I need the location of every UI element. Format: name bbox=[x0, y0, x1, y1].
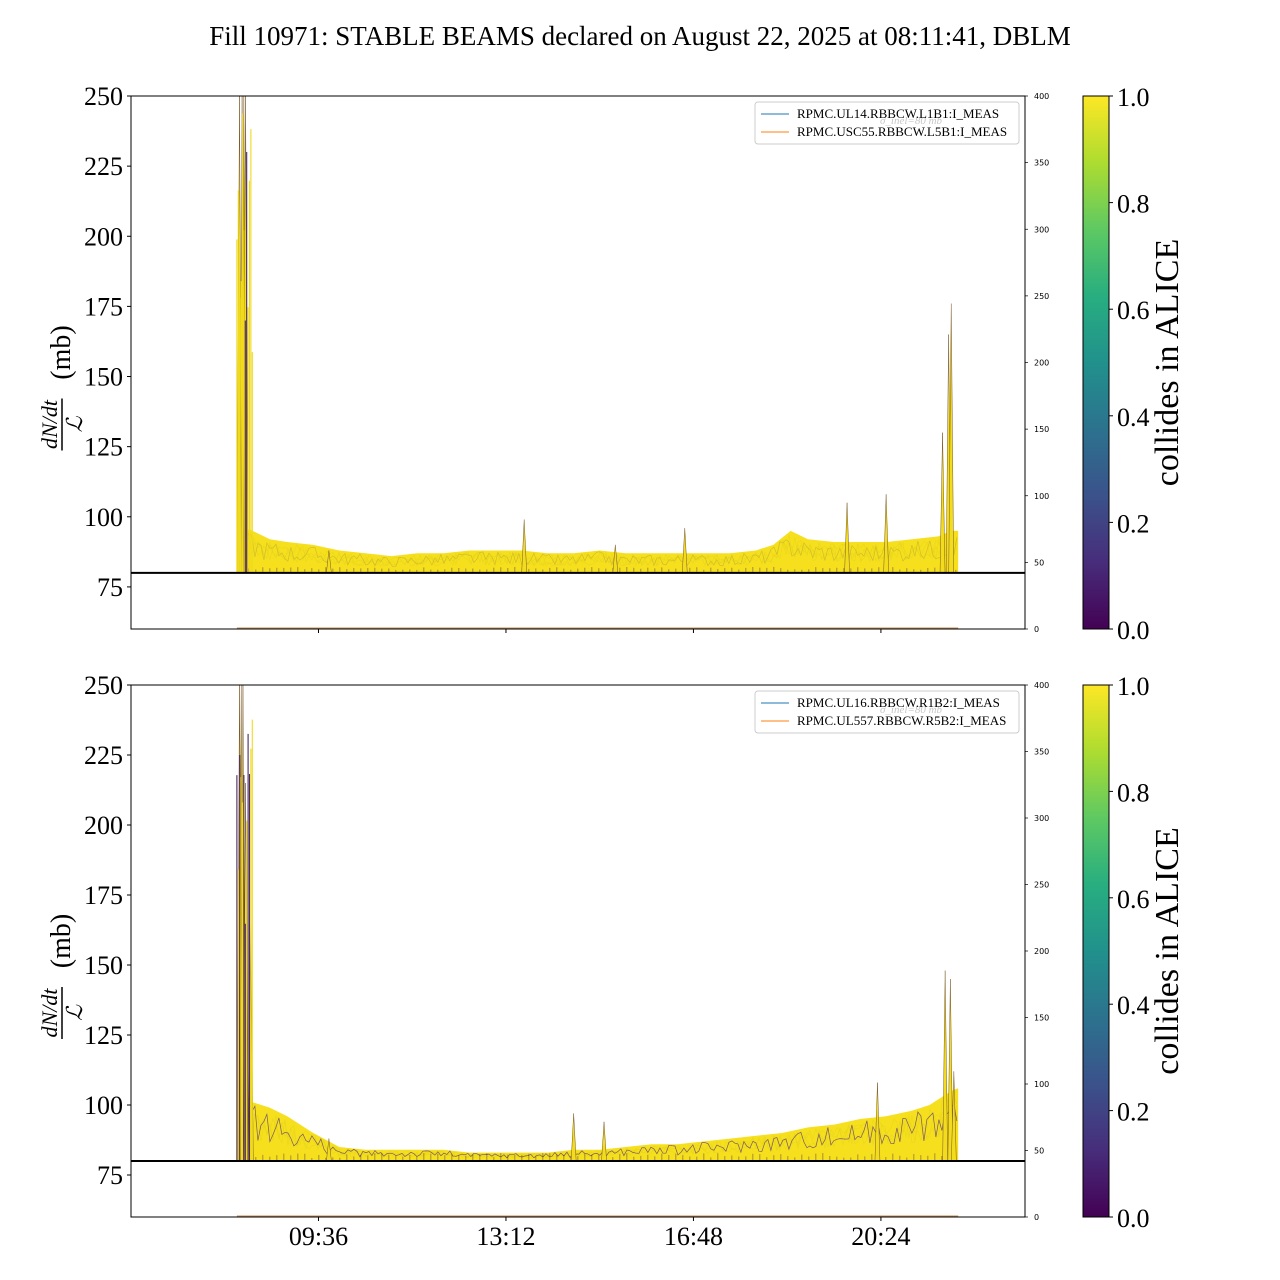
data-trace bbox=[236, 1097, 958, 1159]
y-tick-label: 225 bbox=[84, 741, 123, 770]
colorbar-tick-label: 1.0 bbox=[1117, 672, 1150, 701]
plot-area bbox=[236, 96, 959, 629]
colorbar-label: collides in ALICE bbox=[1149, 239, 1186, 486]
colorbar-tick-label: 0.0 bbox=[1117, 1204, 1150, 1233]
data-spike bbox=[942, 970, 948, 1162]
reference-label: σ_inel=80 mb bbox=[880, 115, 943, 127]
y-tick-label: 175 bbox=[84, 881, 123, 910]
y-label-denominator: ℒ bbox=[62, 1004, 87, 1021]
y-axis-label: dN/dt ℒ (mb) bbox=[37, 914, 87, 1039]
x-tick-label: 13:12 bbox=[476, 1222, 535, 1251]
y-tick-label: 100 bbox=[84, 503, 123, 532]
y-label-numerator: dN/dt bbox=[37, 399, 62, 449]
y-tick-label: 150 bbox=[84, 363, 123, 392]
colorbar-tick-label: 0.2 bbox=[1117, 1098, 1150, 1127]
y-right-tick-label: 50 bbox=[1034, 1147, 1044, 1156]
colorbar-label-group: collides in ALICE bbox=[1149, 239, 1186, 486]
y-label-numerator: dN/dt bbox=[37, 988, 62, 1038]
legend-box bbox=[754, 101, 1020, 145]
data-spike bbox=[939, 432, 946, 574]
top-panel: 75 100 125 150 175 200 225 250 0 50 100 150 200 250 30… bbox=[37, 82, 1186, 645]
data-envelope bbox=[236, 1071, 959, 1161]
data-spike bbox=[844, 502, 850, 574]
legend-box bbox=[754, 690, 1020, 734]
colorbar-label-group: collides in ALICE bbox=[1149, 827, 1186, 1074]
data-trace bbox=[236, 1092, 958, 1159]
y-axis-label: dN/dt ℒ (mb) bbox=[37, 325, 87, 451]
y-tick-label: 125 bbox=[84, 1021, 123, 1050]
colorbar-tick-label: 0.4 bbox=[1117, 991, 1150, 1020]
y-tick-label: 75 bbox=[97, 573, 123, 602]
colorbar-tick-label: 0.2 bbox=[1117, 509, 1150, 538]
y-right-tick-label: 350 bbox=[1034, 159, 1049, 168]
data-trace bbox=[236, 533, 958, 567]
data-trace bbox=[236, 533, 958, 567]
y-right-tick-label: 150 bbox=[1034, 1014, 1049, 1023]
y-right-tick-label: 350 bbox=[1034, 748, 1049, 757]
colorbar bbox=[1082, 684, 1110, 1218]
colorbar-tick-label: 0.8 bbox=[1117, 190, 1150, 219]
bottom-panel: 75 100 125 150 175 200 225 250 0 50 100 150 200 250 30… bbox=[37, 671, 1186, 1251]
x-tick-label: 09:36 bbox=[289, 1222, 348, 1251]
data-trace bbox=[236, 535, 958, 568]
data-spike bbox=[521, 519, 527, 574]
reference-label: σ_inel=80 mb bbox=[880, 704, 943, 716]
data-spike bbox=[883, 494, 889, 574]
plot-area bbox=[236, 685, 959, 1217]
figure-title: Fill 10971: STABLE BEAMS declared on Aug… bbox=[209, 21, 1071, 51]
y-right-tick-label: 250 bbox=[1034, 881, 1049, 890]
legend-entry: RPMC.UL557.RBBCW.R5B2:I_MEAS bbox=[797, 713, 1006, 728]
colorbar-tick-label: 0.0 bbox=[1117, 616, 1150, 645]
y-tick-label: 100 bbox=[84, 1091, 123, 1120]
y-right-tick-label: 300 bbox=[1034, 814, 1049, 823]
data-trace bbox=[236, 532, 958, 568]
y-right-tick-label: 100 bbox=[1034, 492, 1049, 501]
y-tick-label: 150 bbox=[84, 951, 123, 980]
legend-entry: RPMC.USC55.RBBCW.L5B1:I_MEAS bbox=[797, 124, 1007, 139]
colorbar bbox=[1082, 95, 1110, 630]
x-tick-label: 20:24 bbox=[851, 1222, 910, 1251]
y-right-tick-label: 200 bbox=[1034, 947, 1049, 956]
colorbar-tick-label: 1.0 bbox=[1117, 83, 1150, 112]
data-envelope bbox=[236, 528, 959, 573]
x-tick-label: 16:48 bbox=[664, 1222, 723, 1251]
y-right-tick-label: 0 bbox=[1034, 625, 1039, 634]
colorbar-label: collides in ALICE bbox=[1149, 827, 1186, 1074]
y-tick-label: 200 bbox=[84, 222, 123, 251]
data-trace bbox=[236, 1093, 958, 1159]
y-right-tick-label: 50 bbox=[1034, 558, 1044, 567]
y-right-tick-label: 250 bbox=[1034, 292, 1049, 301]
y-tick-label: 250 bbox=[84, 671, 123, 700]
data-spike bbox=[570, 1113, 577, 1162]
legend-entry: RPMC.UL16.RBBCW.R1B2:I_MEAS bbox=[797, 695, 1000, 710]
data-spike bbox=[681, 527, 688, 574]
legend-entry: RPMC.UL14.RBBCW.L1B1:I_MEAS bbox=[797, 106, 999, 121]
y-label-denominator: ℒ bbox=[62, 415, 87, 432]
y-right-tick-label: 400 bbox=[1034, 681, 1049, 690]
y-tick-label: 75 bbox=[97, 1161, 123, 1190]
y-label-unit: (mb) bbox=[46, 914, 77, 968]
y-right-tick-label: 400 bbox=[1034, 92, 1049, 101]
y-tick-label: 250 bbox=[84, 82, 123, 111]
y-right-tick-label: 200 bbox=[1034, 359, 1049, 368]
colorbar-tick-label: 0.6 bbox=[1117, 296, 1150, 325]
colorbar-tick-label: 0.6 bbox=[1117, 885, 1150, 914]
y-right-tick-label: 100 bbox=[1034, 1080, 1049, 1089]
y-tick-label: 175 bbox=[84, 292, 123, 321]
y-right-tick-label: 150 bbox=[1034, 425, 1049, 434]
y-tick-label: 200 bbox=[84, 811, 123, 840]
y-right-tick-label: 0 bbox=[1034, 1213, 1039, 1222]
y-tick-label: 125 bbox=[84, 433, 123, 462]
y-tick-label: 225 bbox=[84, 152, 123, 181]
y-right-tick-label: 300 bbox=[1034, 225, 1049, 234]
data-spike bbox=[601, 1121, 607, 1162]
y-label-unit: (mb) bbox=[46, 325, 77, 379]
colorbar-tick-label: 0.4 bbox=[1117, 403, 1150, 432]
colorbar-tick-label: 0.8 bbox=[1117, 778, 1150, 807]
